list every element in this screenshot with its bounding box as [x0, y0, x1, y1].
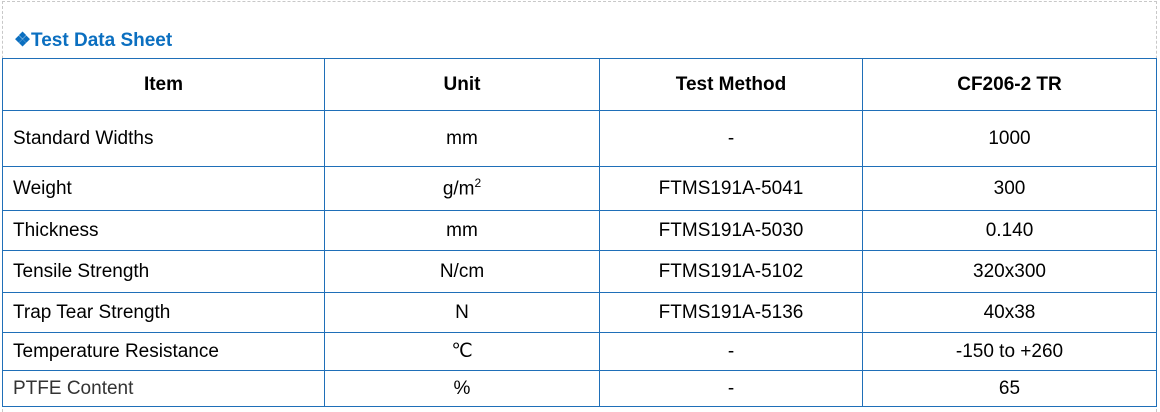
section-title: ❖Test Data Sheet: [14, 29, 172, 52]
cell-value: -150 to +260: [862, 332, 1157, 371]
cell-unit: N: [324, 292, 600, 333]
cell-unit: mm: [324, 110, 600, 167]
title-text: Test Data Sheet: [31, 30, 173, 51]
cell-unit: mm: [324, 210, 600, 251]
cell-unit: ℃: [324, 332, 600, 371]
cell-value: 40x38: [862, 292, 1157, 333]
cell-item: Thickness: [2, 210, 325, 251]
cell-item: Tensile Strength: [2, 250, 325, 293]
cell-unit: N/cm: [324, 250, 600, 293]
table-row: Standard Widths mm - 1000: [2, 110, 1157, 167]
cell-value: 1000: [862, 110, 1157, 167]
table-row: PTFE Content % - 65: [2, 370, 1157, 407]
table-row: Thickness mm FTMS191A-5030 0.140: [2, 210, 1157, 251]
cell-method: FTMS191A-5102: [599, 250, 863, 293]
header-unit: Unit: [324, 58, 600, 111]
cell-item: Standard Widths: [2, 110, 325, 167]
header-item: Item: [2, 58, 325, 111]
table-row: Temperature Resistance ℃ - -150 to +260: [2, 332, 1157, 371]
cell-method: -: [599, 332, 863, 371]
cell-value: 65: [862, 370, 1157, 407]
table-row: Trap Tear Strength N FTMS191A-5136 40x38: [2, 292, 1157, 333]
cell-method: FTMS191A-5136: [599, 292, 863, 333]
header-product: CF206-2 TR: [862, 58, 1157, 111]
cell-item: PTFE Content: [2, 370, 325, 407]
diamond-cluster-icon: ❖: [14, 30, 32, 51]
header-test-method: Test Method: [599, 58, 863, 111]
cell-method: -: [599, 110, 863, 167]
header-row: Item Unit Test Method CF206-2 TR: [2, 58, 1157, 111]
cell-item: Weight: [2, 166, 325, 211]
cell-item: Temperature Resistance: [2, 332, 325, 371]
cell-method: FTMS191A-5030: [599, 210, 863, 251]
cell-value: 320x300: [862, 250, 1157, 293]
cell-method: FTMS191A-5041: [599, 166, 863, 211]
cell-method: -: [599, 370, 863, 407]
test-data-table: Item Unit Test Method CF206-2 TR Standar…: [2, 58, 1157, 407]
cell-unit: g/m2: [324, 166, 600, 211]
cell-item: Trap Tear Strength: [2, 292, 325, 333]
table-row: Weight g/m2 FTMS191A-5041 300: [2, 166, 1157, 211]
cell-unit: %: [324, 370, 600, 407]
table-row: Tensile Strength N/cm FTMS191A-5102 320x…: [2, 250, 1157, 293]
cell-value: 0.140: [862, 210, 1157, 251]
cell-value: 300: [862, 166, 1157, 211]
